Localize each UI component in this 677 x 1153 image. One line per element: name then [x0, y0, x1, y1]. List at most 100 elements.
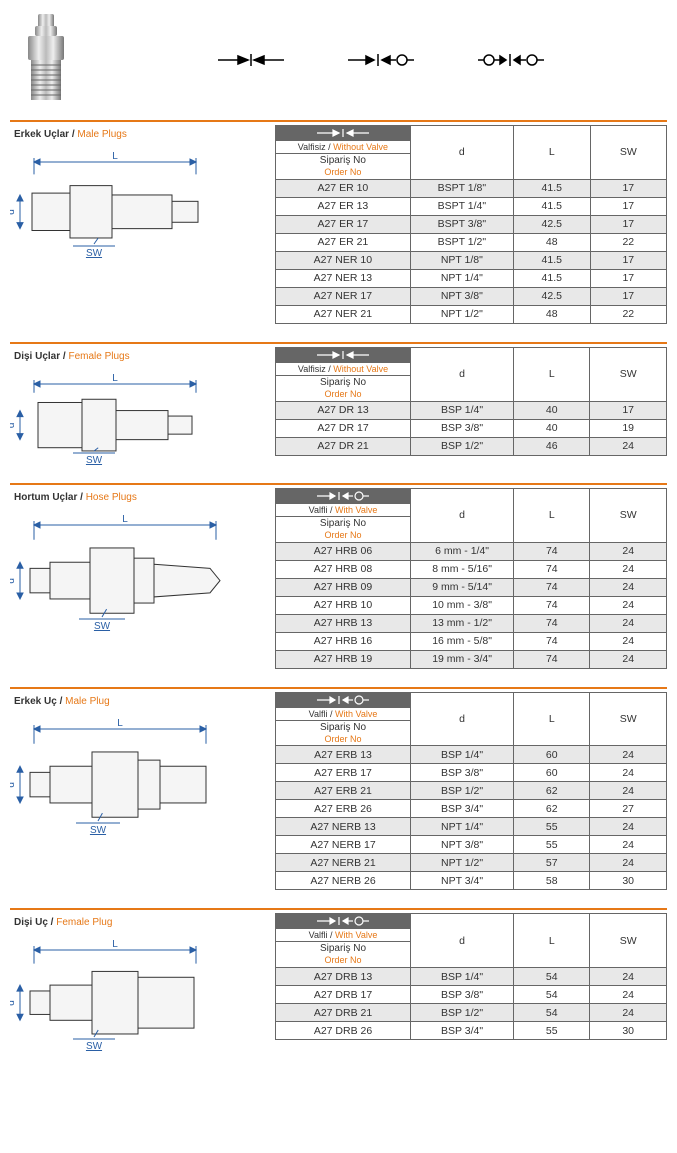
col-header-l: L [514, 488, 590, 542]
table-row: A27 ER 10BSPT 1/8"41.517 [276, 179, 667, 197]
cell: 27 [590, 800, 667, 818]
cell: 24 [590, 764, 667, 782]
cell: A27 ER 10 [276, 179, 411, 197]
table-row: A27 DRB 26BSP 3/4"5530 [276, 1022, 667, 1040]
cell: 74 [514, 560, 590, 578]
table-row: A27 HRB 099 mm - 5/14"7424 [276, 578, 667, 596]
cell: 13 mm - 1/2" [410, 614, 513, 632]
valve-type-label: Valfisiz / Without Valve [276, 141, 410, 154]
cell: 8 mm - 5/16" [410, 560, 513, 578]
cell: 17 [590, 401, 667, 419]
cell: NPT 1/8" [410, 251, 513, 269]
cell: 24 [590, 437, 667, 455]
section-title: Hortum Uçlar / Hose Plugs [10, 488, 269, 503]
cell: 42.5 [513, 287, 590, 305]
section-rule [10, 120, 667, 122]
valve-symbol-ball-ball [476, 50, 546, 70]
col-header-d: d [410, 126, 513, 180]
cell: 30 [590, 872, 667, 890]
table-row: A27 ERB 26BSP 3/4"6227 [276, 800, 667, 818]
cell: 9 mm - 5/14" [410, 578, 513, 596]
section-rule [10, 687, 667, 689]
table-row: A27 NER 13NPT 1/4"41.517 [276, 269, 667, 287]
cell: A27 NERB 17 [276, 836, 411, 854]
cell: A27 DRB 17 [276, 986, 411, 1004]
valve-symbol-flat-ball [346, 50, 416, 70]
cell: A27 ERB 26 [276, 800, 411, 818]
valve-icon-header [276, 489, 410, 504]
cell: A27 DRB 21 [276, 1004, 411, 1022]
cell: BSP 3/4" [411, 800, 514, 818]
cell: NPT 1/2" [410, 305, 513, 323]
section-title: Dişi Uç / Female Plug [10, 913, 269, 928]
table-row: A27 DRB 13BSP 1/4"5424 [276, 968, 667, 986]
table-row: A27 NER 17NPT 3/8"42.517 [276, 287, 667, 305]
cell: 24 [590, 632, 667, 650]
cell: 55 [514, 836, 590, 854]
cell: 74 [514, 614, 590, 632]
section-title: Dişi Uçlar / Female Plugs [10, 347, 269, 362]
col-header-d: d [411, 347, 514, 401]
cell: 57 [514, 854, 590, 872]
table-row: A27 DR 13BSP 1/4"4017 [276, 401, 667, 419]
cell: 24 [590, 1004, 667, 1022]
section-rule [10, 483, 667, 485]
order-no-label: Sipariş NoOrder No [276, 721, 410, 746]
svg-text:L: L [122, 514, 128, 525]
cell: 24 [590, 560, 667, 578]
svg-text:L: L [117, 718, 123, 729]
cell: 74 [514, 632, 590, 650]
cell: 62 [514, 800, 590, 818]
order-no-label: Sipariş NoOrder No [276, 154, 410, 179]
col-header-sw: SW [590, 126, 666, 180]
valve-symbol-flat-flat [216, 50, 286, 70]
cell: A27 ERB 17 [276, 764, 411, 782]
order-no-label: Sipariş NoOrder No [276, 942, 410, 967]
svg-text:d: d [10, 578, 17, 584]
cell: NPT 1/4" [410, 269, 513, 287]
cell: 41.5 [513, 251, 590, 269]
col-header-l: L [514, 347, 590, 401]
cell: 30 [590, 1022, 667, 1040]
table-row: A27 HRB 1919 mm - 3/4"7424 [276, 650, 667, 668]
cell: 41.5 [513, 179, 590, 197]
cell: A27 ERB 13 [276, 746, 411, 764]
col-header-order: Valfisiz / Without ValveSipariş NoOrder … [276, 347, 411, 401]
cell: A27 HRB 16 [276, 632, 411, 650]
cell: A27 HRB 08 [276, 560, 411, 578]
cell: NPT 1/2" [411, 854, 514, 872]
cell: 48 [513, 233, 590, 251]
spec-table: Valfisiz / Without ValveSipariş NoOrder … [275, 347, 667, 456]
cell: A27 ERB 21 [276, 782, 411, 800]
cell: 74 [514, 650, 590, 668]
svg-text:L: L [112, 373, 118, 384]
col-header-l: L [513, 126, 590, 180]
cell: A27 HRB 10 [276, 596, 411, 614]
cell: 6 mm - 1/4" [410, 542, 513, 560]
cell: 24 [590, 854, 667, 872]
cell: 24 [590, 968, 667, 986]
table-row: A27 NERB 13NPT 1/4"5524 [276, 818, 667, 836]
section: Hortum Uçlar / Hose Plugs Ld SW Valfli / Wi… [10, 483, 667, 669]
table-row: A27 HRB 1010 mm - 3/8"7424 [276, 596, 667, 614]
cell: 24 [590, 542, 667, 560]
table-row: A27 HRB 1313 mm - 1/2"7424 [276, 614, 667, 632]
table-row: A27 HRB 1616 mm - 5/8"7424 [276, 632, 667, 650]
cell: 60 [514, 746, 590, 764]
section-rule [10, 908, 667, 910]
svg-text:d: d [10, 422, 17, 428]
cell: 74 [514, 542, 590, 560]
col-header-l: L [514, 914, 590, 968]
cell: A27 NER 10 [276, 251, 411, 269]
valve-icon-header [276, 348, 410, 363]
svg-text:L: L [112, 151, 118, 162]
cell: BSPT 1/8" [410, 179, 513, 197]
table-row: A27 DR 21BSP 1/2"4624 [276, 437, 667, 455]
col-header-order: Valfli / With ValveSipariş NoOrder No [276, 488, 411, 542]
dimension-diagram: Ld SW [10, 511, 269, 631]
dimension-diagram: LdSW [10, 936, 269, 1051]
table-row: A27 DRB 17BSP 3/8"5424 [276, 986, 667, 1004]
cell: A27 DR 13 [276, 401, 411, 419]
svg-text:SW: SW [94, 621, 111, 631]
cell: BSP 3/8" [411, 764, 514, 782]
